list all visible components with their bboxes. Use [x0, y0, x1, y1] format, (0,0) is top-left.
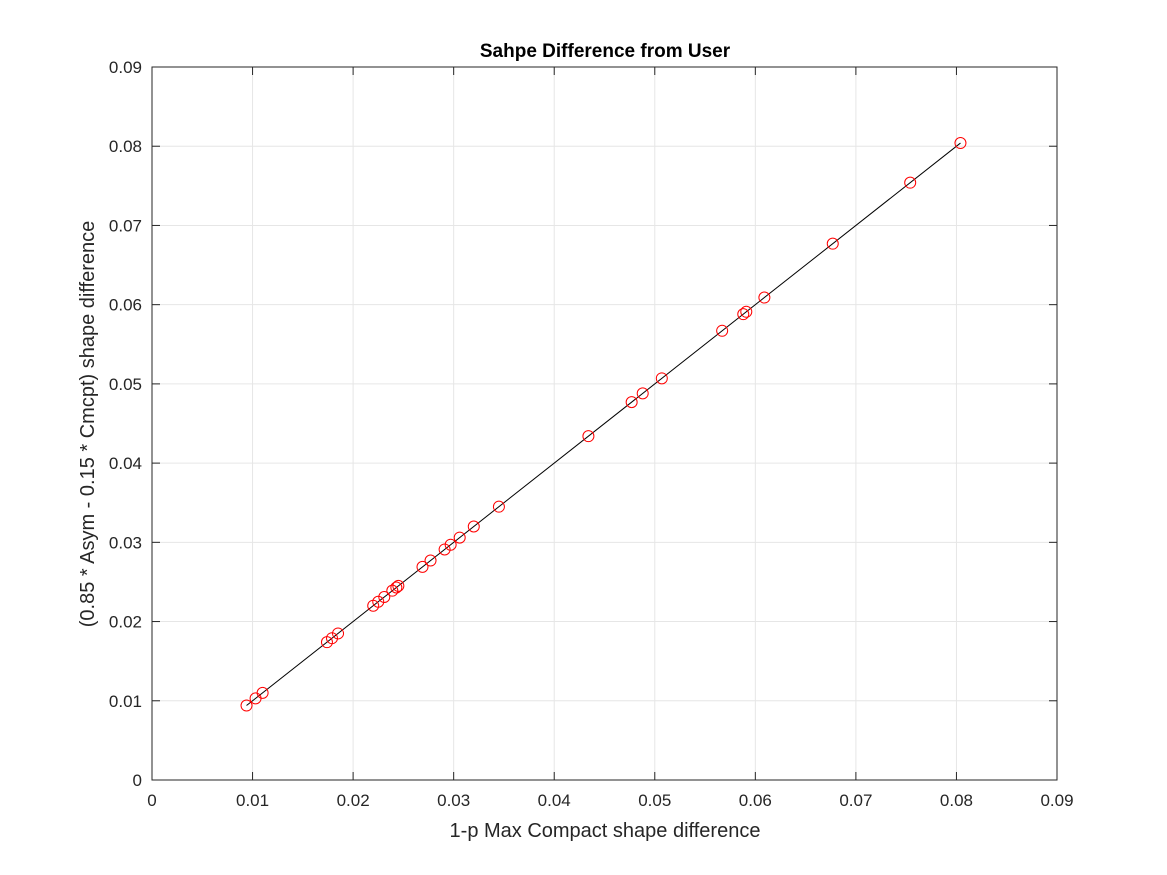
data-point	[655, 372, 668, 385]
y-tick-label: 0.06	[109, 296, 142, 315]
grid-lines	[151, 66, 1058, 781]
data-point	[416, 560, 429, 573]
chart-title: Sahpe Difference from User	[480, 41, 731, 62]
x-tick-label: 0.09	[1040, 791, 1073, 810]
x-axis-label: 1-p Max Compact shape difference	[450, 820, 761, 842]
y-tick-label: 0.04	[109, 454, 142, 473]
y-tick-label: 0	[133, 771, 142, 790]
data-point	[438, 543, 451, 556]
y-tick-label: 0.03	[109, 533, 142, 552]
data-point	[492, 500, 505, 513]
fit-line	[246, 142, 961, 706]
data-point	[378, 590, 391, 603]
plot-series	[240, 137, 967, 712]
data-point	[636, 387, 649, 400]
y-tick-label: 0.05	[109, 375, 142, 394]
x-tick-label: 0.04	[538, 791, 571, 810]
x-tick-label: 0.07	[839, 791, 872, 810]
data-point	[453, 531, 466, 544]
y-tick-label: 0.08	[109, 137, 142, 156]
x-tick-label: 0.08	[940, 791, 973, 810]
y-axis-label: (0.85 * Asym - 0.15 * Cmcpt) shape diffe…	[77, 221, 99, 628]
data-point	[737, 308, 750, 321]
x-tick-label: 0.05	[638, 791, 671, 810]
data-point	[256, 686, 269, 699]
x-tick-label: 0.06	[739, 791, 772, 810]
data-point	[826, 237, 839, 250]
plot-frame	[151, 66, 1058, 781]
data-point	[467, 520, 480, 533]
tick-labels: 00 0.01 0.01 0.02 0.02 0.03 0.03 0.04 0.04 0.05 0.…	[109, 58, 1074, 810]
data-point	[740, 305, 753, 318]
data-point	[390, 581, 403, 594]
y-tick-label: 0.09	[109, 58, 142, 77]
x-tick-label: 0.02	[337, 791, 370, 810]
data-point	[758, 291, 771, 304]
data-point	[325, 632, 338, 645]
x-tick-label: 0	[147, 791, 156, 810]
data-point	[954, 137, 967, 150]
data-point	[582, 430, 595, 443]
data-point	[372, 595, 385, 608]
data-point	[424, 554, 437, 567]
axes-box	[151, 66, 1058, 781]
data-point	[444, 538, 457, 551]
data-point	[392, 579, 405, 592]
x-tick-label: 0.01	[236, 791, 269, 810]
data-point	[716, 324, 729, 337]
y-tick-label: 0.02	[109, 613, 142, 632]
y-tick-label: 0.07	[109, 216, 142, 235]
data-point	[332, 627, 345, 640]
data-point	[904, 176, 917, 189]
y-tick-label: 0.01	[109, 692, 142, 711]
data-point	[625, 396, 638, 409]
data-point	[240, 699, 253, 712]
x-tick-label: 0.03	[437, 791, 470, 810]
data-point	[386, 584, 399, 597]
